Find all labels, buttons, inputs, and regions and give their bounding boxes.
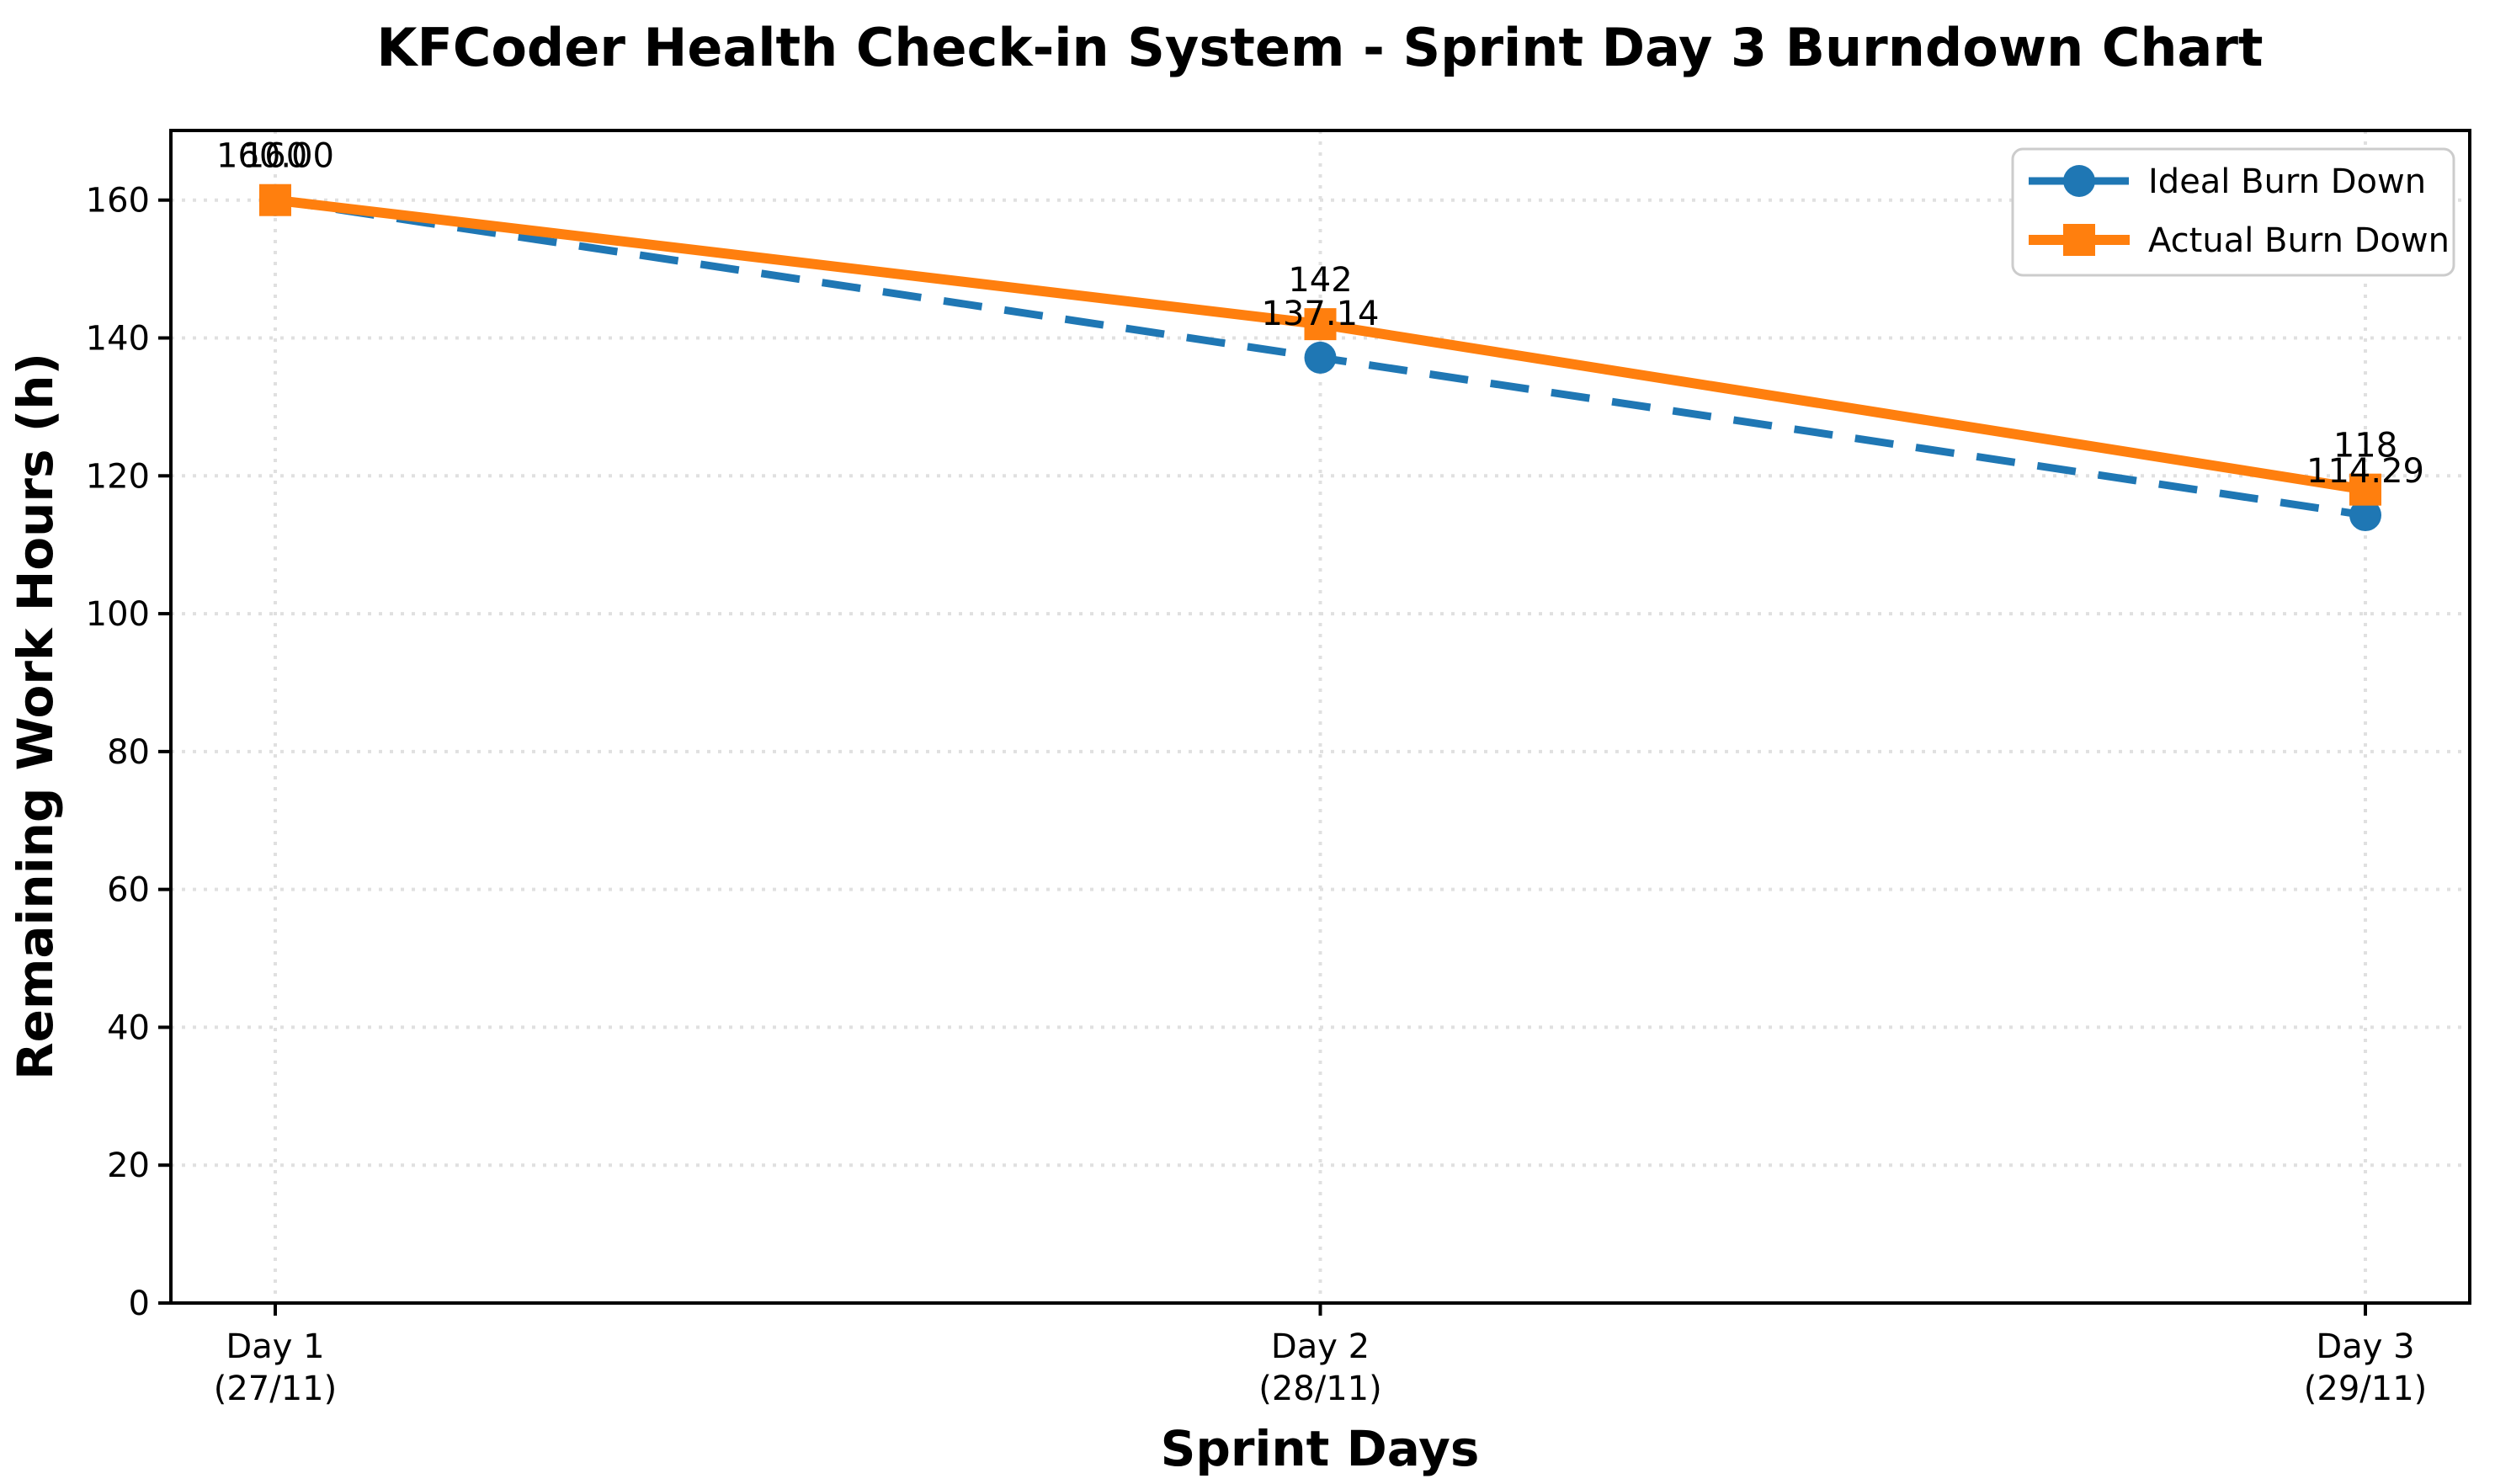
actual-burn-down-marker-3: [2349, 473, 2382, 506]
actual-burn-down-value-label-3: 118: [2333, 427, 2397, 465]
chart-title: KFCoder Health Check-in System - Sprint …: [376, 17, 2263, 78]
y-tick-label-20: 20: [107, 1146, 150, 1185]
legend-item-actual-burn-down: Actual Burn Down: [2029, 221, 2450, 260]
axis-ticks: 0 20 40 60 80 100 120 140 160 Day 1 (27/11) Day 2 (2…: [86, 182, 2428, 1408]
series-layer: [258, 184, 2382, 532]
ideal-burn-down-value-label-1: 160.00: [216, 137, 334, 176]
y-tick-label-80: 80: [107, 733, 150, 772]
x-tick-label-day-2: Day 2: [1271, 1327, 1370, 1366]
y-tick-label-120: 120: [86, 457, 150, 496]
gridlines: [171, 130, 2470, 1305]
ideal-burn-down-value-label-3: 114.29: [2306, 452, 2424, 491]
actual-burn-down-marker-1: [258, 184, 291, 216]
x-tick-label-day-3: Day 3: [2316, 1327, 2414, 1366]
ideal-burn-down-marker-2: [1304, 341, 1337, 374]
actual-burn-down-marker-2: [1304, 308, 1337, 341]
y-tick-label-40: 40: [107, 1008, 150, 1047]
y-axis-label: Remaining Work Hours (h): [7, 353, 64, 1080]
data-labels: 160.00 137.14 114.29 160 142 118: [216, 137, 2424, 491]
ideal-burn-down-marker-3: [2349, 499, 2382, 532]
ideal-burn-down-value-label-2: 137.14: [1262, 295, 1380, 333]
actual-burn-down-value-label-2: 142: [1288, 261, 1352, 300]
y-tick-label-160: 160: [86, 182, 150, 221]
x-tick-sublabel-day-3: (29/11): [2304, 1370, 2427, 1408]
actual-burn-down-value-label-1: 160: [243, 137, 307, 176]
y-tick-label-0: 0: [129, 1285, 150, 1323]
legend-item-ideal-burn-down: Ideal Burn Down: [2029, 162, 2426, 201]
y-tick-label-100: 100: [86, 595, 150, 634]
legend: Ideal Burn Down Actual Burn Down: [2011, 147, 2455, 277]
x-axis-label: Sprint Days: [1161, 1420, 1480, 1477]
legend-swatch-square-icon: [2063, 224, 2095, 256]
x-tick-sublabel-day-2: (28/11): [1258, 1370, 1381, 1408]
legend-label-ideal-burn-down: Ideal Burn Down: [2148, 162, 2426, 201]
x-tick-sublabel-day-1: (27/11): [214, 1370, 337, 1408]
y-tick-label-60: 60: [107, 871, 150, 910]
legend-label-actual-burn-down: Actual Burn Down: [2148, 221, 2450, 260]
x-tick-label-day-1: Day 1: [226, 1327, 324, 1366]
y-tick-label-140: 140: [86, 319, 150, 358]
legend-swatch-circle-icon: [2063, 165, 2095, 197]
